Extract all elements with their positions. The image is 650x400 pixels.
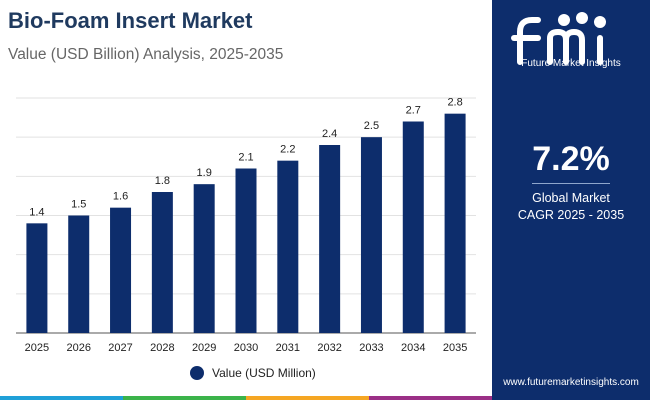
- bar-2033: [360, 137, 382, 333]
- x-tick-label-2029: 2029: [192, 342, 216, 354]
- bottom-bar-segment-green: [123, 396, 246, 400]
- legend-swatch: [190, 366, 204, 380]
- cagr-divider: [532, 183, 610, 184]
- bar-2028: [151, 192, 173, 333]
- bottom-color-bar: [0, 396, 492, 400]
- cagr-label-line1: Global Market: [532, 191, 610, 205]
- data-label-2028: 1.8: [155, 175, 170, 187]
- bar-chart: 1.4 2025 1.5 2026 1.6 2027 1.8 2028 1.9 2029 2.1 20…: [0, 80, 492, 390]
- logo-text: Future Market Insights: [521, 58, 621, 69]
- data-label-2035: 2.8: [447, 97, 462, 109]
- x-tick-label-2028: 2028: [150, 342, 174, 354]
- data-label-2033: 2.5: [364, 120, 379, 132]
- x-tick-label-2031: 2031: [276, 342, 300, 354]
- bar-2030: [235, 168, 257, 333]
- website-link[interactable]: www.futuremarketinsights.com: [503, 377, 639, 388]
- bar-chart-svg: 1.4 2025 1.5 2026 1.6 2027 1.8 2028 1.9 2029 2.1 20…: [16, 97, 476, 354]
- x-tick-label-2025: 2025: [25, 342, 49, 354]
- fmi-logo-icon: [511, 12, 606, 65]
- data-label-2026: 1.5: [71, 199, 86, 211]
- data-label-2030: 2.1: [238, 152, 253, 164]
- cagr-label: Global Market CAGR 2025 - 2035: [492, 190, 650, 224]
- x-tick-label-2026: 2026: [66, 342, 90, 354]
- bar-2025: [26, 223, 48, 333]
- data-label-2031: 2.2: [280, 144, 295, 156]
- bottom-bar-segment-blue: [0, 396, 123, 400]
- bar-2026: [68, 215, 90, 333]
- bar-2029: [193, 184, 215, 333]
- bar-2032: [319, 145, 341, 333]
- side-panel: Future Market Insights 7.2% Global Marke…: [492, 0, 650, 400]
- cagr-value: 7.2%: [532, 140, 610, 178]
- data-label-2027: 1.6: [113, 191, 128, 203]
- bar-2035: [444, 113, 466, 333]
- chart-legend: Value (USD Million): [190, 366, 316, 380]
- data-label-2029: 1.9: [197, 167, 212, 179]
- x-tick-label-2027: 2027: [108, 342, 132, 354]
- cagr-label-line2: CAGR 2025 - 2035: [517, 208, 625, 222]
- bottom-bar-segment-orange: [246, 396, 369, 400]
- x-tick-label-2032: 2032: [317, 342, 341, 354]
- page-subtitle: Value (USD Billion) Analysis, 2025-2035: [8, 46, 284, 63]
- data-label-2034: 2.7: [406, 105, 421, 117]
- x-tick-label-2033: 2033: [359, 342, 383, 354]
- legend-label: Value (USD Million): [212, 366, 316, 380]
- bar-2034: [402, 121, 424, 333]
- bar-2027: [110, 207, 132, 333]
- x-tick-label-2035: 2035: [443, 342, 467, 354]
- x-tick-label-2034: 2034: [401, 342, 425, 354]
- page-title: Bio-Foam Insert Market: [8, 8, 253, 33]
- bar-2031: [277, 160, 299, 333]
- data-label-2025: 1.4: [29, 206, 44, 218]
- bottom-bar-segment-purple: [369, 396, 492, 400]
- x-tick-label-2030: 2030: [234, 342, 258, 354]
- data-label-2032: 2.4: [322, 128, 337, 140]
